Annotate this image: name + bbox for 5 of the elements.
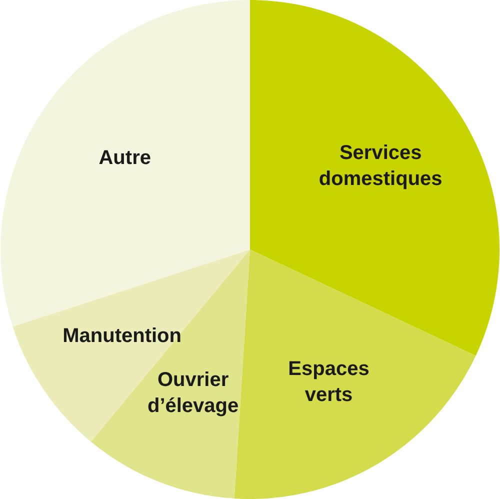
slice-label: Manutention <box>62 324 182 347</box>
slice-label: Services domestiques <box>318 142 442 190</box>
slice-label: Ouvrier d’élevage <box>147 368 239 417</box>
slice-label: Autre <box>98 147 151 170</box>
slice-label: Espaces verts <box>288 358 370 406</box>
